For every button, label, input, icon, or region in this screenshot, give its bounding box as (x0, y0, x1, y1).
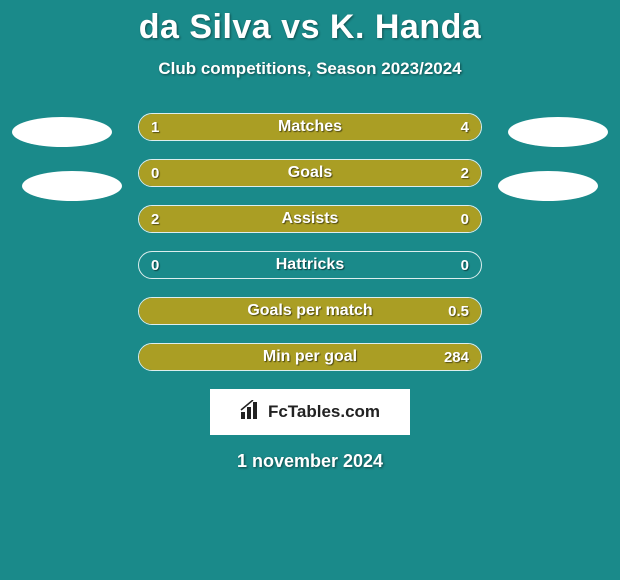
stat-value-right: 284 (432, 344, 481, 370)
stat-value-left (139, 344, 163, 370)
stat-row: 20Assists (138, 205, 482, 233)
player-right-badge-1 (508, 117, 608, 147)
stat-fill-right (139, 298, 481, 324)
page-subtitle: Club competitions, Season 2023/2024 (0, 59, 620, 79)
stat-fill-left (139, 206, 481, 232)
stat-fill-right (139, 344, 481, 370)
brand-chart-icon (240, 400, 262, 425)
stat-value-right: 0 (449, 252, 481, 278)
comparison-card: da Silva vs K. Handa Club competitions, … (0, 0, 620, 580)
player-left-badge-1 (12, 117, 112, 147)
stat-value-right: 4 (449, 114, 481, 140)
stat-row: 02Goals (138, 159, 482, 187)
stat-value-right: 0 (449, 206, 481, 232)
stat-value-left (139, 298, 163, 324)
stat-fill-right (207, 114, 481, 140)
page-title: da Silva vs K. Handa (0, 8, 620, 47)
stat-value-left: 2 (139, 206, 171, 232)
stat-row: 14Matches (138, 113, 482, 141)
brand-box: FcTables.com (210, 389, 410, 435)
stat-label: Hattricks (139, 256, 481, 274)
stats-area: 14Matches02Goals20Assists00Hattricks0.5G… (0, 113, 620, 371)
stat-value-right: 0.5 (436, 298, 481, 324)
stat-value-left: 0 (139, 160, 171, 186)
brand-text: FcTables.com (268, 402, 380, 422)
stat-value-left: 1 (139, 114, 171, 140)
stat-value-left: 0 (139, 252, 171, 278)
player-left-badge-2 (22, 171, 122, 201)
footer-date: 1 november 2024 (0, 451, 620, 472)
stat-fill-right (139, 160, 481, 186)
stat-row: 284Min per goal (138, 343, 482, 371)
stat-row: 0.5Goals per match (138, 297, 482, 325)
stat-bars-column: 14Matches02Goals20Assists00Hattricks0.5G… (138, 113, 482, 371)
player-right-badge-2 (498, 171, 598, 201)
stat-row: 0 0Hattricks (138, 251, 482, 279)
stat-value-right: 2 (449, 160, 481, 186)
